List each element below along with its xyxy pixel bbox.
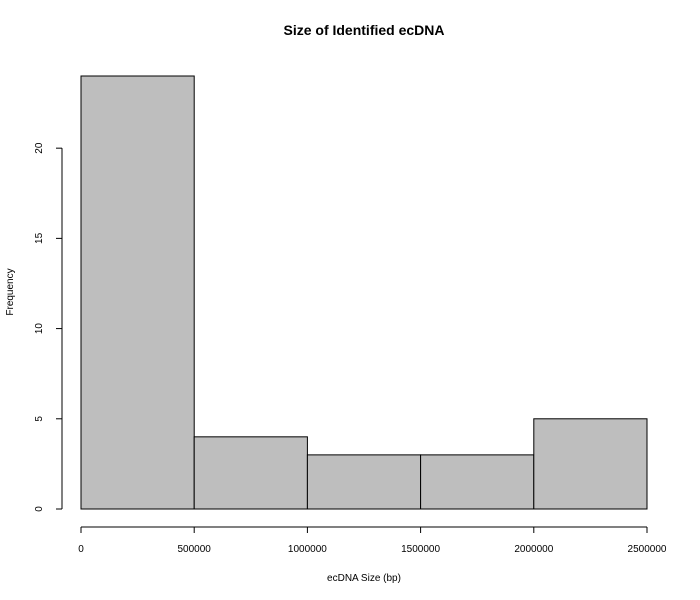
y-tick-label: 0 xyxy=(34,506,45,512)
x-tick-label: 0 xyxy=(78,544,84,555)
x-tick-label: 500000 xyxy=(178,544,212,555)
y-tick-label: 10 xyxy=(34,323,45,335)
histogram-bar-1 xyxy=(193,436,308,510)
histogram-bar-4 xyxy=(533,418,648,510)
x-tick-label: 2000000 xyxy=(514,544,553,555)
y-tick-label: 15 xyxy=(34,232,45,244)
y-axis: 0 5 10 15 20 xyxy=(34,142,63,512)
histogram-bar-2 xyxy=(306,454,422,510)
histogram-bar-3 xyxy=(420,454,535,510)
x-axis: 0 500000 1000000 1500000 2000000 2500000 xyxy=(78,526,667,555)
y-tick-label: 20 xyxy=(34,142,45,154)
y-tick-label: 5 xyxy=(34,416,45,422)
x-tick-label: 1000000 xyxy=(288,544,327,555)
chart-title: Size of Identified ecDNA xyxy=(283,22,444,38)
x-axis-label: ecDNA Size (bp) xyxy=(327,573,401,584)
x-tick-label: 2500000 xyxy=(628,544,667,555)
x-tick-label: 1500000 xyxy=(401,544,440,555)
histogram-bar-0 xyxy=(80,75,195,510)
bars-group xyxy=(80,75,648,510)
y-axis-label: Frequency xyxy=(5,268,16,315)
